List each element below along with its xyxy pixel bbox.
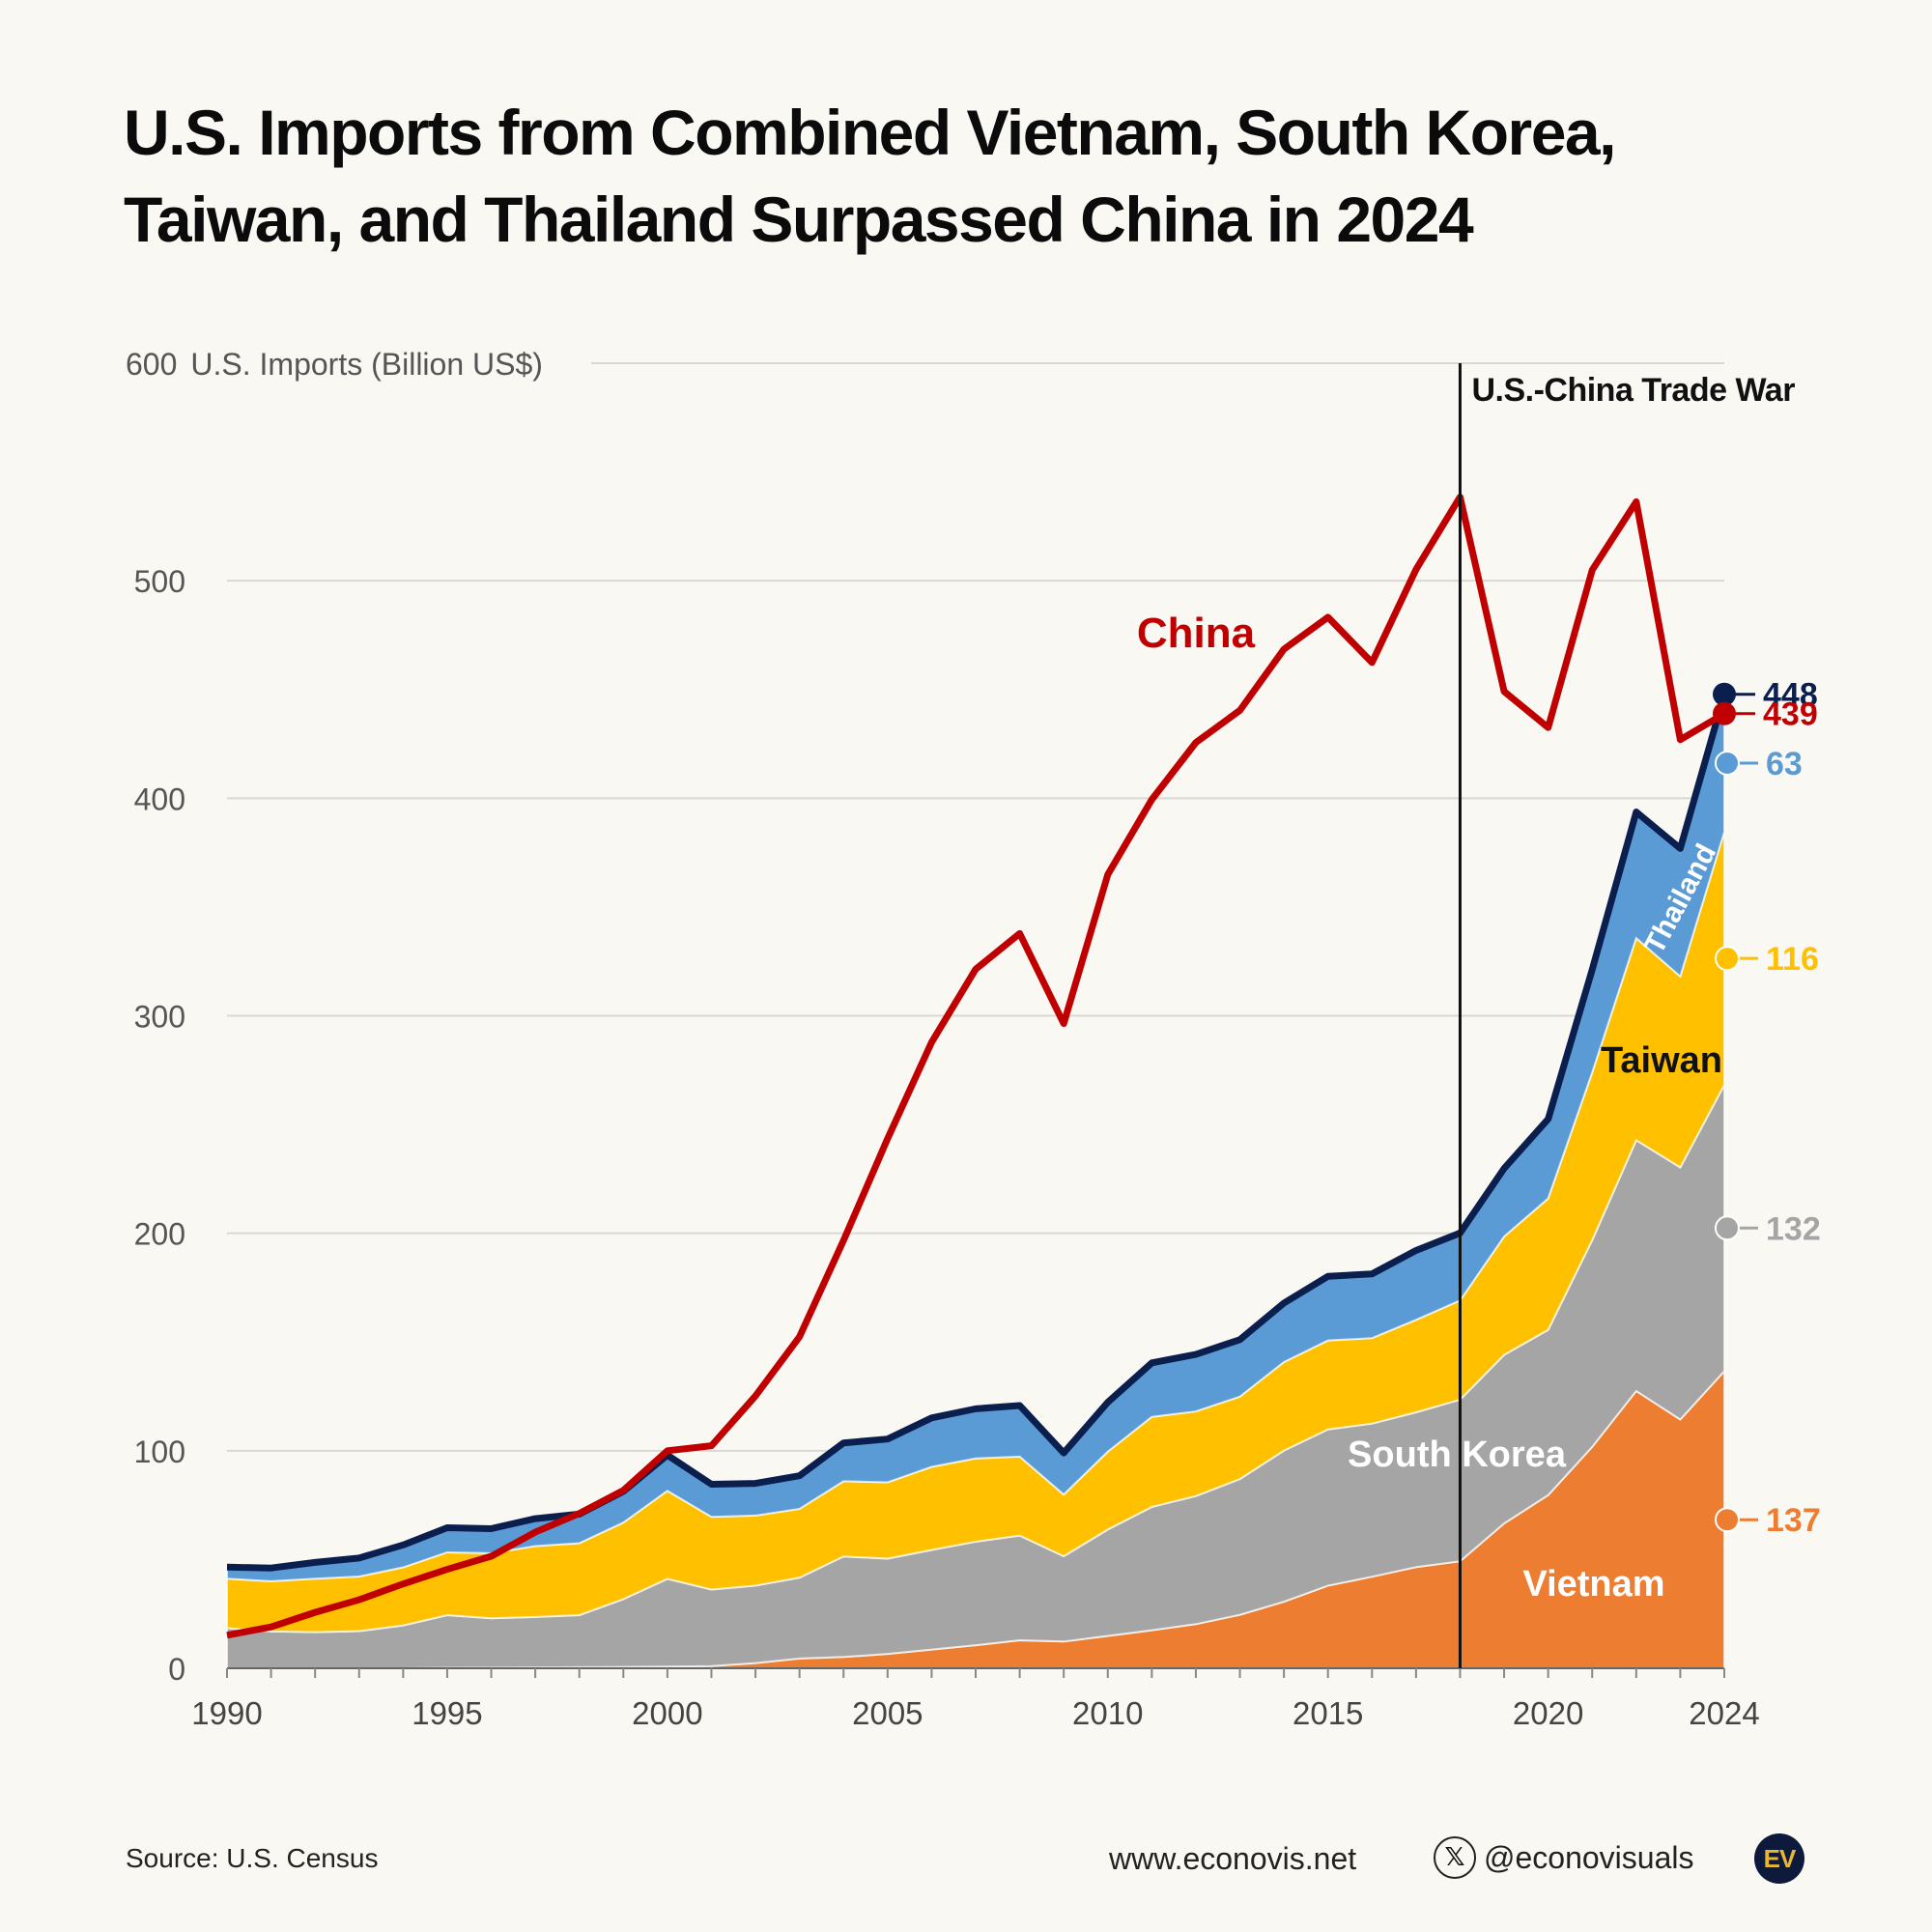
stacked-areas — [226, 694, 1725, 1669]
china-label: China — [1137, 610, 1256, 657]
y-tick-label: 600 U.S. Imports (Billion US$) — [126, 347, 543, 382]
econovis-logo: EV — [1754, 1833, 1804, 1884]
series-lines — [226, 493, 1728, 1639]
end-marker-taiwan — [1715, 946, 1740, 972]
chart-title-line-1: U.S. Imports from Combined Vietnam, Sout… — [124, 97, 1616, 168]
x-tick-label: 1990 — [191, 1695, 262, 1731]
x-tick-label: 2024 — [1689, 1695, 1759, 1731]
vietnam-label: Vietnam — [1522, 1564, 1664, 1605]
taiwan-label: Taiwan — [1601, 1040, 1722, 1081]
social-handle[interactable]: 𝕏 @econovisuals — [1434, 1833, 1693, 1882]
axes: 0 100 200 300 400 500 600 U.S. Imports (Billion… — [126, 347, 1760, 1731]
end-value-taiwan: 116 — [1766, 941, 1819, 978]
end-marker-vietnam — [1715, 1507, 1740, 1533]
x-tick-label: 2010 — [1072, 1695, 1143, 1731]
end-value-thailand: 63 — [1766, 746, 1803, 782]
end-marker-south_korea — [1715, 1215, 1740, 1241]
y-tick-label: 100 — [134, 1435, 185, 1469]
y-tick-label: 500 — [134, 564, 185, 599]
end-value-south_korea: 132 — [1766, 1210, 1821, 1247]
x-tick-label: 2000 — [632, 1695, 702, 1731]
x-tick-label: 2020 — [1513, 1695, 1583, 1731]
chart-title-line-2: Taiwan, and Thailand Surpassed China in … — [124, 184, 1474, 255]
y-tick-label: 0 — [168, 1652, 185, 1687]
chart-title: U.S. Imports from Combined Vietnam, Sout… — [124, 89, 1766, 263]
trade-war-label: U.S.-China Trade War — [1471, 372, 1795, 409]
y-axis-title: U.S. Imports (Billion US$) — [190, 347, 543, 382]
y-tick-label: 300 — [134, 1000, 185, 1035]
end-value-china: 439 — [1763, 696, 1818, 733]
x-logo-icon: 𝕏 — [1434, 1836, 1476, 1879]
end-value-vietnam: 137 — [1766, 1502, 1821, 1539]
south-korea-label: South Korea — [1348, 1435, 1567, 1475]
x-tick-label: 1995 — [412, 1695, 482, 1731]
source-note: Source: U.S. Census — [126, 1843, 379, 1873]
y-tick-label: 400 — [134, 781, 185, 816]
combined-line — [226, 693, 1728, 1572]
end-marker-combined — [1713, 682, 1736, 706]
end-value-combined: 448 — [1763, 677, 1818, 714]
x-tick-label: 2015 — [1293, 1695, 1363, 1731]
end-marker-thailand — [1715, 750, 1740, 776]
x-tick-label: 2005 — [852, 1695, 923, 1731]
line-china — [226, 493, 1726, 1639]
y-tick-label: 200 — [134, 1217, 185, 1252]
end-marker-china — [1713, 701, 1736, 725]
website-link[interactable]: www.econovis.net — [1109, 1841, 1357, 1876]
social-handle-text: @econovisuals — [1484, 1839, 1694, 1875]
